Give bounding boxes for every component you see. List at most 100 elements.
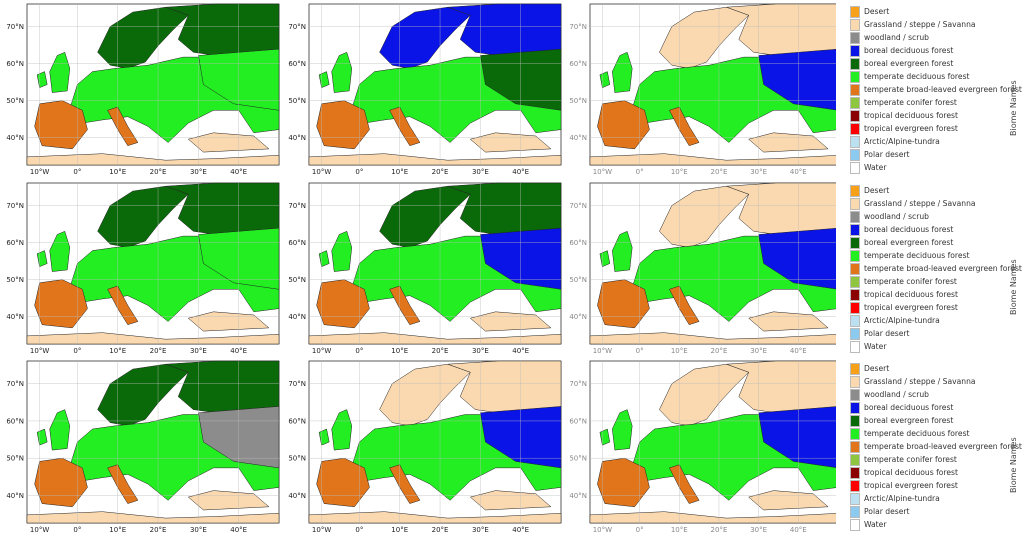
eastern-europe-region [758, 406, 836, 468]
legend-swatch [850, 363, 860, 375]
legend-entry: temperate deciduous forest [844, 71, 1014, 84]
lon-tick-label: 30°E [472, 168, 489, 176]
legend-label: tropical evergreen forest [864, 124, 958, 133]
lon-tick-label: 10°E [391, 526, 408, 534]
lon-tick-label: 40°E [230, 168, 247, 176]
eastern-europe-region [758, 49, 836, 111]
legend-label: boreal evergreen forest [864, 238, 954, 247]
legend-entry: tropical deciduous forest [844, 289, 1014, 302]
lon-tick-label: 30°E [750, 168, 767, 176]
britain-region [331, 51, 353, 93]
legend-title: Biome Names [1009, 80, 1018, 136]
legend-entry: Arctic/Alpine-tundra [844, 136, 1014, 149]
legend-label: woodland / scrub [864, 33, 929, 42]
lon-tick-label: 30°E [750, 347, 767, 355]
legend-swatch [850, 519, 860, 531]
lat-tick-label: 70°N [6, 380, 24, 388]
lon-tick-label: 0° [355, 347, 363, 355]
lat-tick-label: 50°N [6, 97, 24, 105]
legend-label: tropical deciduous forest [864, 111, 958, 120]
legend-label: temperate broad-leaved evergreen forest [864, 442, 1022, 451]
lon-tick-label: 10°W [312, 526, 331, 534]
iberia-region [597, 279, 650, 329]
legend-label: temperate conifer forest [864, 277, 957, 286]
legend-entry: boreal evergreen forest [844, 415, 1014, 428]
lon-tick-label: 10°E [391, 168, 408, 176]
legend-swatch [850, 149, 860, 161]
lon-tick-label: 30°E [190, 347, 207, 355]
legend-label: Desert [864, 364, 890, 373]
britain-region [49, 51, 71, 93]
legend-label: tropical deciduous forest [864, 468, 958, 477]
legend-title: Biome Names [1009, 437, 1018, 493]
legend-label: temperate deciduous forest [864, 251, 970, 260]
lat-tick-label: 70°N [569, 23, 587, 31]
legend-swatch [850, 19, 860, 31]
legend-entry: temperate conifer forest [844, 276, 1014, 289]
legend-label: Polar desert [864, 150, 910, 159]
britain-region [331, 230, 353, 272]
iberia-region [597, 457, 650, 508]
iberia-region [597, 100, 650, 150]
legend-swatch [850, 250, 860, 262]
legend-entry: temperate conifer forest [844, 454, 1014, 467]
map-panel: 70°N 60°N 50°N 40°N 10°W 0° 10°E 20°E 30°E 40°E [288, 182, 562, 355]
lat-tick-label: 70°N [288, 380, 306, 388]
legend-swatch [850, 480, 860, 492]
legend-swatch [850, 341, 860, 353]
legend-entry: boreal deciduous forest [844, 224, 1014, 237]
legend-swatch [850, 376, 860, 388]
north-africa-region [308, 511, 562, 524]
legend-entry: Grassland / steppe / Savanna [844, 376, 1014, 389]
legend-entry: tropical evergreen forest [844, 480, 1014, 493]
lon-tick-label: 20°E [711, 168, 728, 176]
legend-entry: temperate deciduous forest [844, 250, 1014, 263]
north-africa-region [308, 332, 562, 345]
lon-tick-label: 40°E [790, 168, 807, 176]
lon-tick-label: 40°E [790, 526, 807, 534]
legend-entry: Arctic/Alpine-tundra [844, 493, 1014, 506]
lat-tick-label: 70°N [569, 202, 587, 210]
legend-swatch [850, 389, 860, 401]
legend-swatch [850, 211, 860, 223]
legend-entry: Water [844, 341, 1014, 354]
legend-label: Grassland / steppe / Savanna [864, 199, 976, 208]
lon-tick-label: 20°E [150, 347, 167, 355]
legend-entry: Desert [844, 363, 1014, 376]
legend-swatch [850, 6, 860, 18]
scandinavia-region [97, 363, 189, 427]
iberia-region [316, 457, 370, 508]
legend-entry: temperate broad-leaved evergreen forest [844, 263, 1022, 276]
legend-entry: Polar desert [844, 328, 1014, 341]
lon-tick-label: 0° [73, 347, 81, 355]
legend-label: Water [864, 163, 887, 172]
north-africa-region [26, 511, 280, 524]
lon-tick-label: 40°E [230, 526, 247, 534]
lat-tick-label: 60°N [569, 60, 587, 68]
legend-label: boreal evergreen forest [864, 416, 954, 425]
legend-entry: temperate conifer forest [844, 97, 1014, 110]
lon-tick-label: 30°E [472, 347, 489, 355]
legend-swatch [850, 136, 860, 148]
lat-tick-label: 60°N [6, 417, 24, 425]
britain-region [612, 51, 633, 93]
lat-tick-label: 40°N [6, 313, 24, 321]
lon-tick-label: 40°E [512, 526, 529, 534]
legend-swatch [850, 71, 860, 83]
lat-tick-label: 40°N [6, 492, 24, 500]
lon-tick-label: 10°E [109, 347, 126, 355]
map-panel: 70°N 60°N 50°N 40°N 10°W 0° 10°E 20°E 30°E 40°E [569, 360, 836, 534]
legend-label: Desert [864, 186, 890, 195]
legend-label: temperate conifer forest [864, 98, 957, 107]
lon-tick-label: 10°W [593, 168, 612, 176]
legend-label: Arctic/Alpine-tundra [864, 316, 940, 325]
legend-swatch [850, 493, 860, 505]
legend-entry: Arctic/Alpine-tundra [844, 315, 1014, 328]
legend-title: Biome Names [1009, 259, 1018, 315]
legend-label: temperate deciduous forest [864, 72, 970, 81]
legend-label: tropical evergreen forest [864, 481, 958, 490]
biome-legend: Desert Grassland / steppe / Savanna woodla… [844, 363, 1024, 533]
lat-tick-label: 60°N [569, 417, 587, 425]
lat-tick-label: 40°N [288, 134, 306, 142]
biome-maps-grid: 70°N60°N50°N40°N10°W 0° 10°E 20°E 30°E 40°E70… [6, 3, 836, 534]
